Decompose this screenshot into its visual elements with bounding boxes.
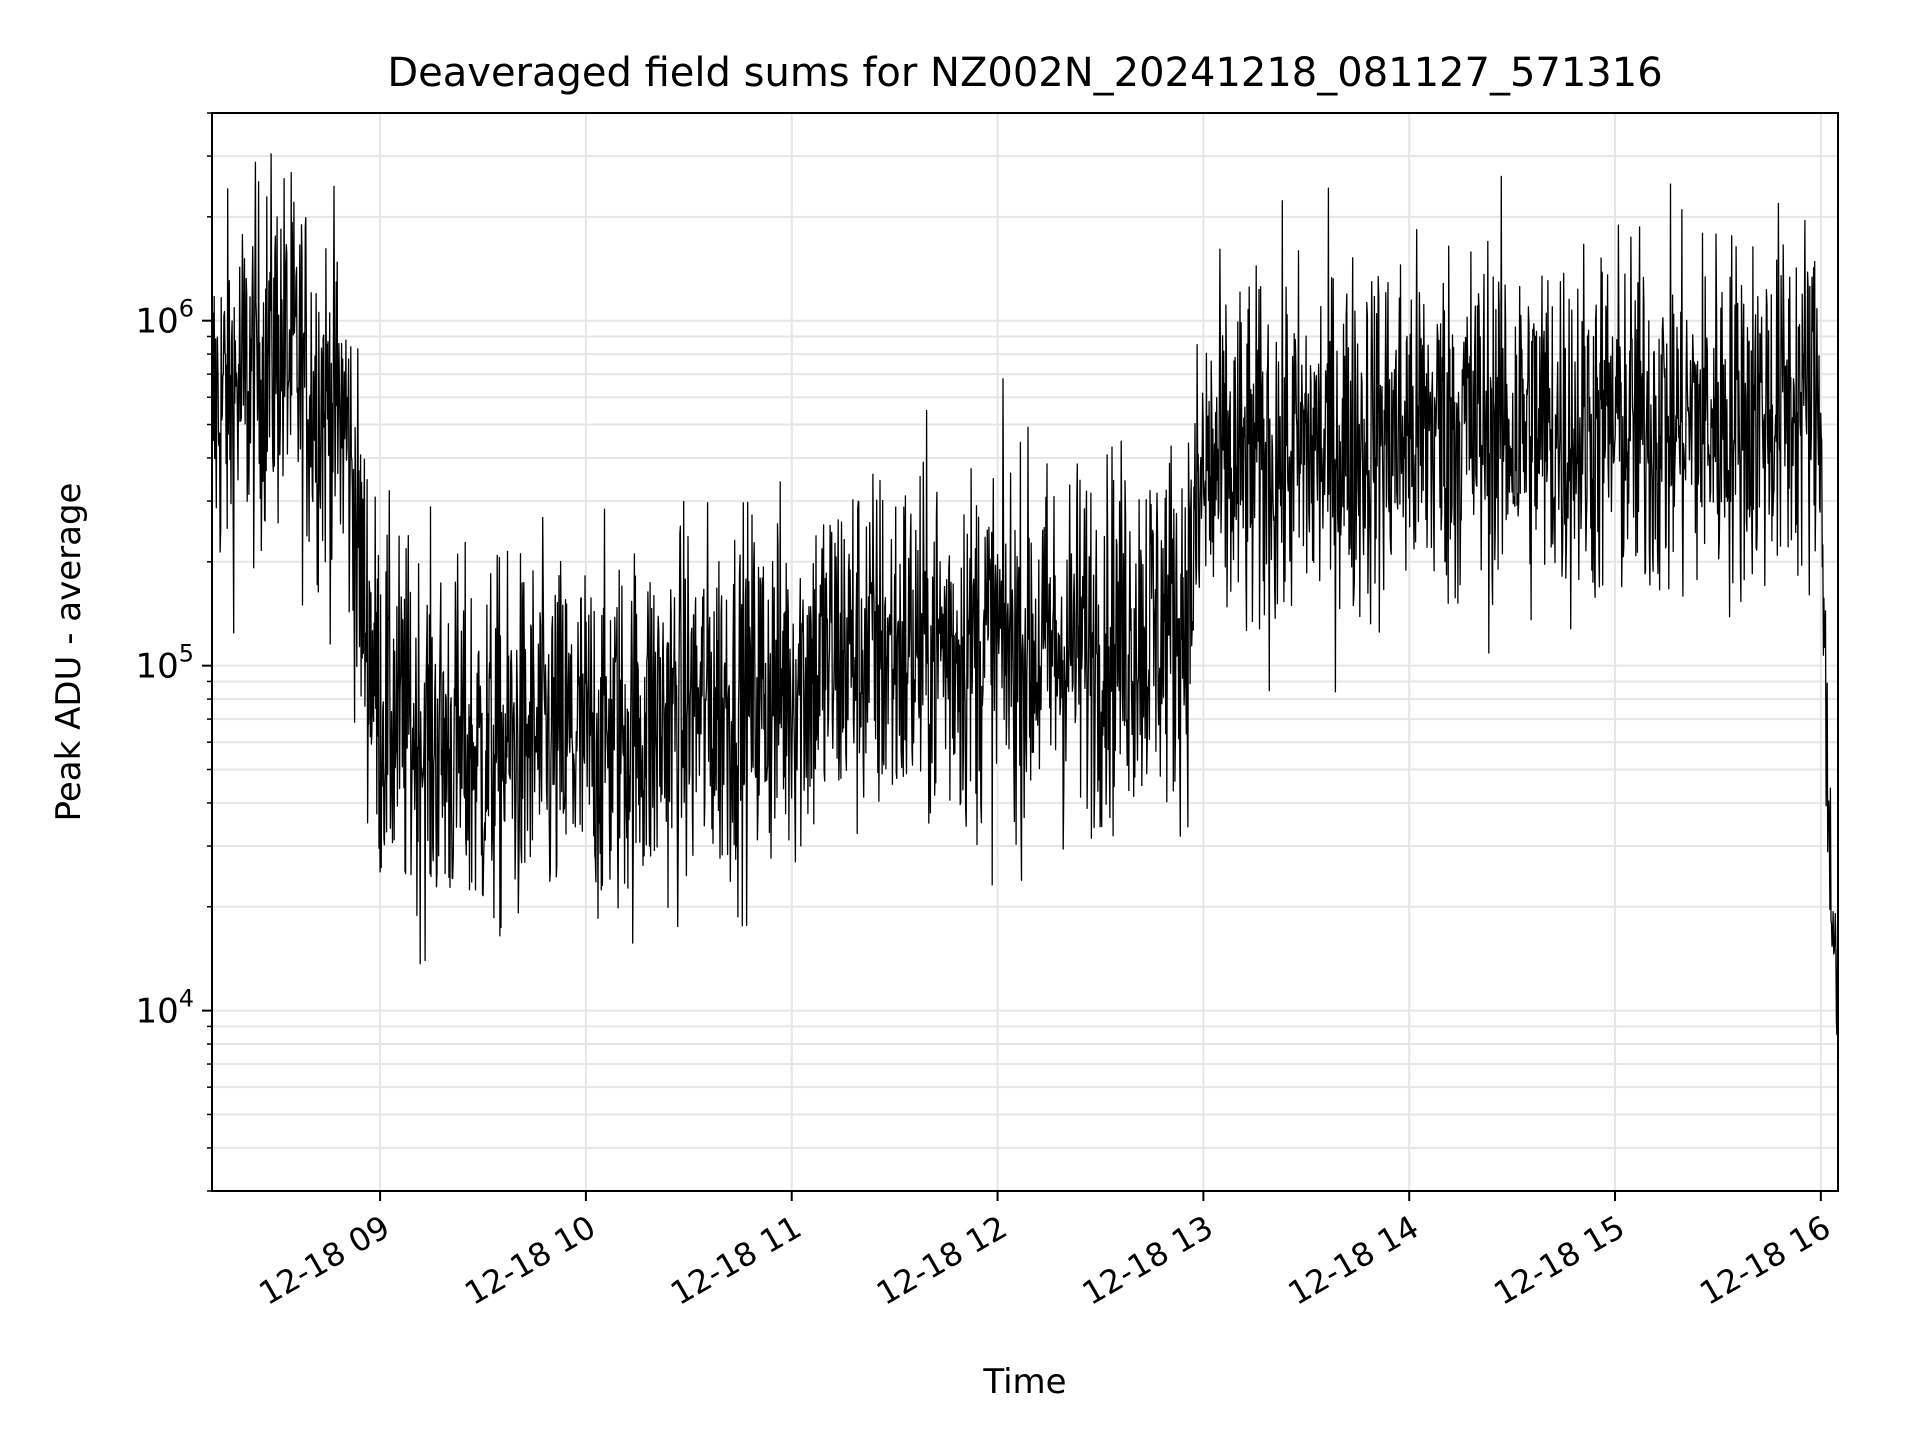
plot-area-frame	[211, 112, 1839, 1192]
x-tick-label: 12-18 13	[1076, 1208, 1220, 1313]
axis-ticks: 12-18 09 12-18 10 12-18 11 12-18 12 12-18 13…	[135, 112, 1837, 1313]
chart-title: Deaveraged field sums for NZ002N_2024121…	[387, 50, 1662, 96]
y-tick-label: 105	[135, 640, 194, 687]
x-tick-label: 12-18 09	[252, 1208, 396, 1313]
x-tick-label: 12-18 15	[1487, 1208, 1631, 1313]
series-layer	[211, 153, 1839, 1036]
x-tick-label: 12-18 14	[1282, 1208, 1426, 1313]
y-tick-label: 104	[135, 985, 194, 1032]
series-line	[211, 153, 1839, 1036]
x-tick-label: 12-18 10	[458, 1208, 602, 1313]
x-axis-label: Time	[982, 1362, 1066, 1402]
x-tick-label: 12-18 16	[1693, 1208, 1837, 1313]
x-tick-label: 12-18 11	[664, 1208, 808, 1313]
y-tick-label: 106	[135, 295, 194, 342]
x-tick-label: 12-18 12	[870, 1208, 1014, 1313]
y-axis-label: Peak ADU - average	[49, 483, 89, 822]
